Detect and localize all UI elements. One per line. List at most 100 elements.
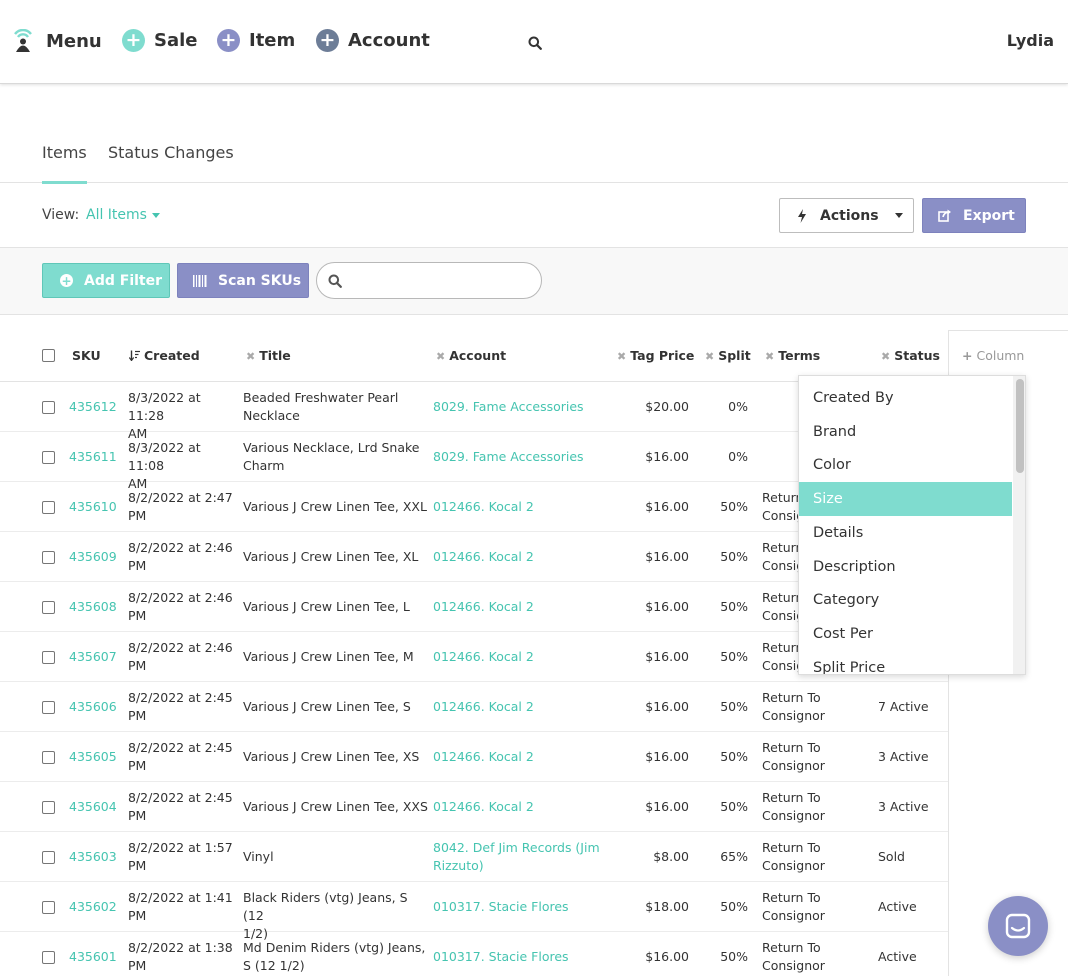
cell-line: 012466. Kocal 2 (433, 549, 534, 564)
cell-line: Consignor (762, 958, 825, 973)
remove-column-icon[interactable]: ✖ (436, 350, 446, 363)
export-button[interactable]: Export (922, 198, 1026, 233)
dropdown-option[interactable]: Size (799, 482, 1012, 516)
account-link[interactable]: 8029. Fame Accessories (433, 398, 608, 416)
tab-items[interactable]: Items (42, 143, 87, 184)
row-checkbox[interactable] (42, 851, 55, 864)
cell-line: 012466. Kocal 2 (433, 749, 534, 764)
column-header-status[interactable]: ✖ Status (881, 348, 940, 363)
dropdown-option[interactable]: Category (813, 592, 880, 608)
account-link[interactable]: 012466. Kocal 2 (433, 598, 608, 616)
status-cell: Active (878, 949, 917, 964)
dropdown-option[interactable]: Brand (813, 424, 857, 440)
remove-column-icon[interactable]: ✖ (765, 350, 775, 363)
dropdown-option[interactable]: Split Price (813, 660, 886, 675)
chat-launcher-button[interactable] (988, 896, 1048, 956)
cell-line: PM (128, 508, 147, 523)
new-account-button[interactable]: + Account (316, 29, 430, 52)
user-menu[interactable]: Lydia (1006, 31, 1054, 50)
dropdown-option[interactable]: Description (813, 559, 896, 575)
column-header-tag-price[interactable]: ✖ Tag Price (617, 348, 694, 363)
column-header-split-label: Split (718, 348, 751, 363)
sku-link[interactable]: 435610 (69, 499, 117, 514)
remove-column-icon[interactable]: ✖ (617, 350, 627, 363)
cell-line: Beaded Freshwater Pearl (243, 390, 399, 405)
row-checkbox[interactable] (42, 451, 55, 464)
column-header-title[interactable]: ✖ Title (246, 348, 291, 363)
sku-link[interactable]: 435602 (69, 899, 117, 914)
sku-link[interactable]: 435603 (69, 849, 117, 864)
cell-line: PM (128, 908, 147, 923)
sku-link[interactable]: 435605 (69, 749, 117, 764)
column-header-created[interactable]: Created (128, 348, 200, 363)
sku-link[interactable]: 435611 (69, 449, 117, 464)
account-link[interactable]: 012466. Kocal 2 (433, 648, 608, 666)
view-select[interactable]: All Items (86, 207, 160, 223)
cell-line: 8029. Fame Accessories (433, 449, 584, 464)
table-row: 435612 8/3/2022 at 11:28 AM Beaded Freshwat… (0, 382, 948, 441)
account-link[interactable]: 012466. Kocal 2 (433, 748, 608, 766)
dropdown-option[interactable]: Cost Per (813, 626, 873, 642)
account-link[interactable]: 8029. Fame Accessories (433, 448, 608, 466)
column-header-sku[interactable]: SKU (72, 348, 101, 363)
new-sale-button[interactable]: + Sale (122, 29, 198, 52)
dropdown-option[interactable]: Color (813, 457, 851, 473)
add-filter-button[interactable]: + Add Filter (42, 263, 170, 298)
row-checkbox[interactable] (42, 801, 55, 814)
remove-column-icon[interactable]: ✖ (246, 350, 256, 363)
sku-link[interactable]: 435612 (69, 399, 117, 414)
account-link[interactable]: 012466. Kocal 2 (433, 548, 608, 566)
tag-price-cell: $8.00 (653, 849, 689, 864)
column-header-split[interactable]: ✖ Split (705, 348, 751, 363)
account-link[interactable]: 012466. Kocal 2 (433, 498, 608, 516)
sku-link[interactable]: 435606 (69, 699, 117, 714)
account-link[interactable]: 8042. Def Jim Records (Jim Rizzuto) (433, 839, 608, 875)
column-header-account[interactable]: ✖ Account (436, 348, 506, 363)
dropdown-scrollbar[interactable] (1013, 376, 1025, 674)
scrollbar-thumb[interactable] (1016, 379, 1024, 473)
add-column-dropdown[interactable]: Split Price Cost Per Category Description De… (798, 375, 1026, 675)
account-link[interactable]: 010317. Stacie Flores (433, 898, 608, 916)
sku-link[interactable]: 435609 (69, 549, 117, 564)
sku-link[interactable]: 435607 (69, 649, 117, 664)
remove-column-icon[interactable]: ✖ (881, 350, 891, 363)
row-checkbox[interactable] (42, 501, 55, 514)
remove-column-icon[interactable]: ✖ (705, 350, 715, 363)
row-checkbox[interactable] (42, 551, 55, 564)
new-item-button[interactable]: + Item (217, 29, 295, 52)
account-link[interactable]: 012466. Kocal 2 (433, 798, 608, 816)
row-checkbox[interactable] (42, 601, 55, 614)
item-search-input[interactable] (316, 262, 542, 299)
dropdown-option[interactable]: Details (813, 525, 864, 541)
cell-line: 1/2) (243, 926, 268, 941)
actions-button[interactable]: Actions (779, 198, 914, 233)
tab-status-changes[interactable]: Status Changes (108, 143, 234, 162)
row-checkbox[interactable] (42, 751, 55, 764)
title-cell: Vinyl (243, 848, 428, 866)
account-link[interactable]: 010317. Stacie Flores (433, 948, 608, 966)
search-button[interactable] (528, 35, 542, 54)
table-row: 435601 8/2/2022 at 1:38 PM Md Denim Riders … (0, 932, 948, 976)
select-all-checkbox[interactable] (42, 349, 55, 362)
cell-line: 8/2/2022 at 2:45 (128, 690, 233, 705)
row-checkbox[interactable] (42, 701, 55, 714)
menu-button[interactable]: Menu (12, 29, 102, 53)
split-cell: 0% (728, 399, 748, 414)
account-link[interactable]: 012466. Kocal 2 (433, 698, 608, 716)
split-cell: 50% (720, 549, 748, 564)
sku-link[interactable]: 435604 (69, 799, 117, 814)
row-checkbox[interactable] (42, 901, 55, 914)
add-column-button[interactable]: + Column (962, 348, 1024, 363)
row-checkbox[interactable] (42, 401, 55, 414)
sku-link[interactable]: 435601 (69, 949, 117, 964)
scan-skus-button[interactable]: Scan SKUs (177, 263, 309, 298)
cell-line: Consignor (762, 808, 825, 823)
dropdown-option[interactable]: Created By (813, 390, 894, 406)
cell-line: PM (128, 958, 147, 973)
row-checkbox[interactable] (42, 651, 55, 664)
cell-line: Consignor (762, 758, 825, 773)
cell-line: Necklace (243, 408, 300, 423)
row-checkbox[interactable] (42, 951, 55, 964)
sku-link[interactable]: 435608 (69, 599, 117, 614)
column-header-terms[interactable]: ✖ Terms (765, 348, 820, 363)
